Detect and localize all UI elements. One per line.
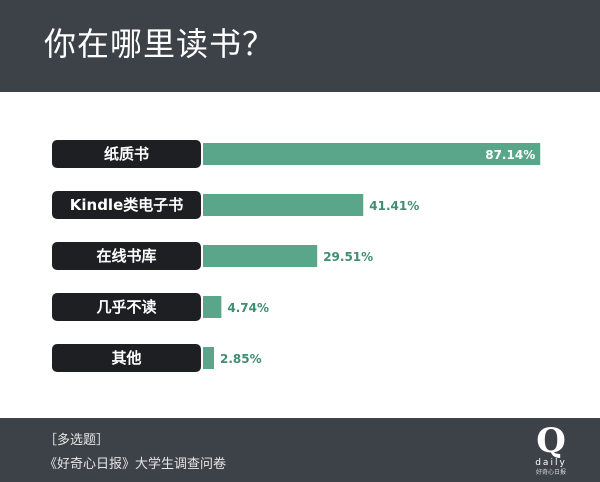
- category-label: Kindle类电子书: [70, 196, 184, 214]
- source-caption: 《好奇心日报》大学生调查问卷: [44, 457, 227, 472]
- value-label: 41.41%: [369, 199, 419, 213]
- header-bar: 你在哪里读书？: [0, 0, 600, 92]
- category-label: 在线书库: [96, 247, 156, 265]
- category-label-box: [52, 344, 201, 372]
- bar-row: 纸质书 87.14%: [52, 140, 541, 168]
- category-label-box: [52, 242, 201, 270]
- bar: [203, 194, 364, 216]
- category-label: 几乎不读: [96, 298, 156, 316]
- qdaily-logo: Q daily 好奇心日报: [531, 422, 571, 480]
- bar-chart: 纸质书 87.14% Kindle类电子书 41.41% 在线书库 29.51% 几乎不读 4…: [52, 140, 541, 372]
- page-title: 你在哪里读书？: [44, 25, 276, 63]
- logo-word: daily: [535, 458, 567, 468]
- bar-row: 在线书库 29.51%: [52, 242, 373, 270]
- value-label: 2.85%: [220, 352, 262, 366]
- footer-bar: ［多选题］ 《好奇心日报》大学生调查问卷 Q daily 好奇心日报: [0, 418, 600, 482]
- bar: [203, 245, 318, 267]
- bar-row: Kindle类电子书 41.41%: [52, 191, 419, 219]
- question-type-note: ［多选题］: [44, 433, 110, 448]
- category-label-box: [52, 191, 201, 219]
- logo-letter: Q: [536, 421, 566, 461]
- category-label-box: [52, 140, 201, 168]
- bar: [203, 143, 541, 165]
- category-label: 纸质书: [104, 145, 149, 163]
- category-label: 其他: [111, 349, 141, 367]
- category-label-box: [52, 293, 201, 321]
- value-label: 4.74%: [227, 301, 269, 315]
- bar-row: 几乎不读 4.74%: [52, 293, 269, 321]
- logo-subtitle: 好奇心日报: [535, 469, 566, 476]
- bar: [203, 296, 222, 318]
- bar-row: 其他 2.85%: [52, 344, 262, 372]
- value-label: 29.51%: [323, 250, 373, 264]
- value-label: 87.14%: [485, 148, 535, 162]
- bar: [203, 347, 215, 369]
